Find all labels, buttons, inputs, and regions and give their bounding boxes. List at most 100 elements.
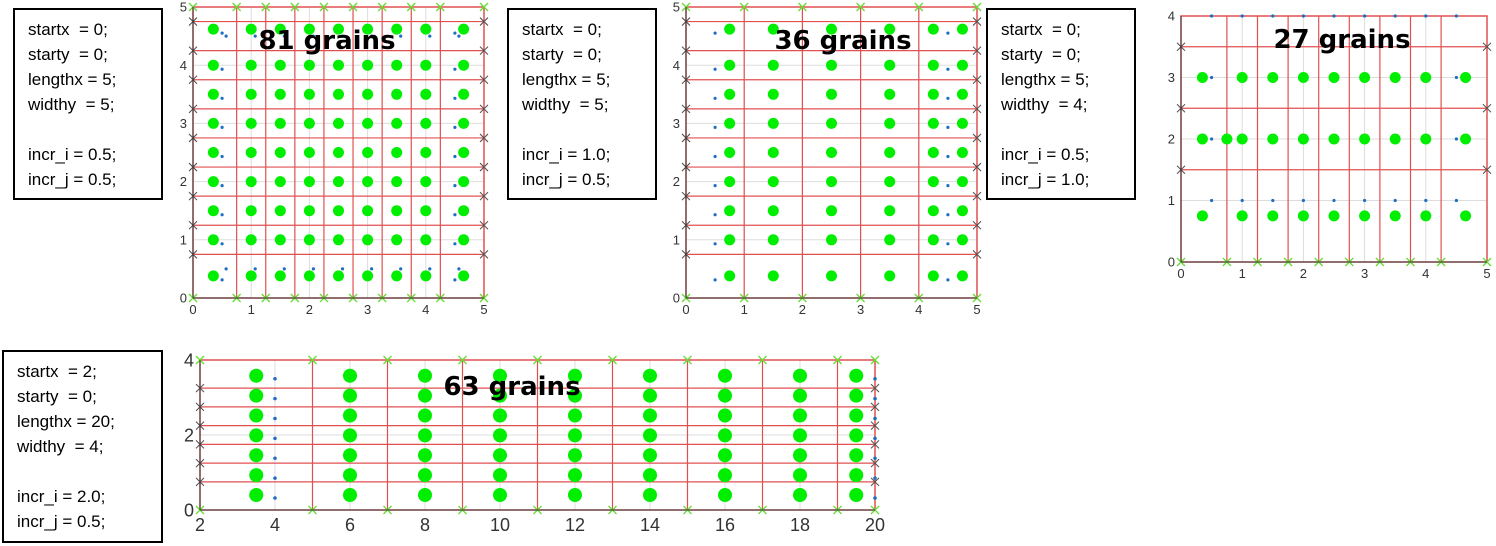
grain (333, 205, 344, 217)
cross-mark (1482, 42, 1492, 52)
grain (458, 117, 470, 129)
blue-dot (220, 31, 224, 35)
grain (1267, 133, 1279, 145)
blue-dot (873, 496, 877, 500)
grain (333, 176, 344, 188)
blue-dot (946, 242, 950, 246)
blue-dot (453, 125, 457, 129)
grain (303, 59, 315, 71)
grain (1420, 210, 1432, 222)
blue-dot (946, 96, 950, 100)
grain (418, 388, 432, 403)
blue-dot (224, 34, 228, 38)
grain (884, 117, 896, 129)
blue-dot (946, 278, 950, 282)
grain (245, 205, 257, 217)
param-line: incr_i = 0.5; (28, 145, 117, 164)
param-line: startx = 2; (17, 362, 97, 381)
grain (927, 270, 939, 282)
grain (274, 59, 286, 71)
blue-dot (399, 34, 403, 38)
grain (826, 270, 837, 282)
blue-dot (220, 67, 224, 71)
grain (418, 428, 432, 443)
param-line: lengthx = 5; (28, 70, 117, 89)
blue-dot (428, 267, 432, 271)
grain (207, 88, 219, 100)
grain (362, 88, 374, 100)
grain (643, 468, 657, 483)
grain (303, 176, 315, 188)
y-tick-label: 4 (184, 350, 194, 370)
y-tick-label: 4 (180, 58, 187, 73)
grain (718, 448, 732, 463)
grain (767, 147, 779, 158)
blue-dot (273, 416, 277, 421)
grain (493, 428, 507, 443)
y-tick-label: 1 (1168, 193, 1175, 208)
blue-dot (428, 34, 432, 38)
grain (249, 368, 264, 383)
blue-dot (1210, 14, 1214, 18)
cross-mark (308, 355, 317, 365)
param-line: starty = 0; (1001, 45, 1081, 64)
grain (333, 270, 344, 282)
grain (333, 23, 344, 35)
grain (1389, 72, 1401, 83)
cross-mark (870, 458, 880, 468)
blue-dot (1210, 75, 1214, 80)
cross-mark (870, 439, 880, 449)
grain (274, 205, 286, 217)
grain (343, 408, 357, 423)
cross-mark (479, 220, 489, 230)
grain (956, 23, 968, 35)
cross-mark (972, 104, 982, 114)
x-tick-label: 16 (715, 515, 735, 535)
grain (420, 234, 432, 246)
grain (956, 176, 968, 188)
param-line: widthy = 4; (17, 437, 104, 456)
x-tick-label: 3 (857, 302, 864, 317)
x-tick-label: 0 (189, 302, 196, 317)
y-tick-label: 4 (673, 58, 680, 73)
grain (927, 234, 939, 246)
grain (1460, 133, 1472, 145)
x-tick-label: 0 (1177, 266, 1184, 281)
param-line: lengthx = 5; (1001, 70, 1090, 89)
blue-dot (453, 213, 457, 217)
cross-mark (377, 2, 387, 12)
grain (418, 468, 432, 483)
blue-dot (453, 278, 457, 282)
grain (568, 468, 582, 483)
blue-dot (1454, 14, 1458, 18)
blue-dot (946, 31, 950, 35)
grain (884, 23, 896, 35)
grain (303, 117, 315, 129)
grain (718, 428, 732, 443)
cross-mark (972, 17, 982, 26)
grain (826, 147, 837, 158)
grain (249, 448, 264, 463)
grain (418, 488, 432, 502)
blue-dot (273, 376, 277, 381)
grain (343, 388, 357, 403)
x-tick-label: 6 (345, 515, 355, 535)
grain (458, 270, 470, 282)
y-tick-label: 1 (180, 232, 187, 247)
grain (362, 270, 374, 282)
grain (793, 428, 807, 443)
cross-mark (870, 402, 880, 412)
grain (568, 428, 582, 443)
y-tick-label: 4 (1168, 9, 1175, 24)
grain (927, 147, 939, 158)
grain (1389, 210, 1401, 222)
grain (1297, 210, 1309, 222)
blue-dot (713, 96, 717, 100)
param-line: starty = 0; (522, 45, 602, 64)
grain (724, 205, 736, 217)
y-tick-label: 5 (180, 0, 187, 15)
y-tick-label: 3 (180, 116, 187, 131)
grain (343, 368, 357, 383)
grain (249, 428, 264, 443)
